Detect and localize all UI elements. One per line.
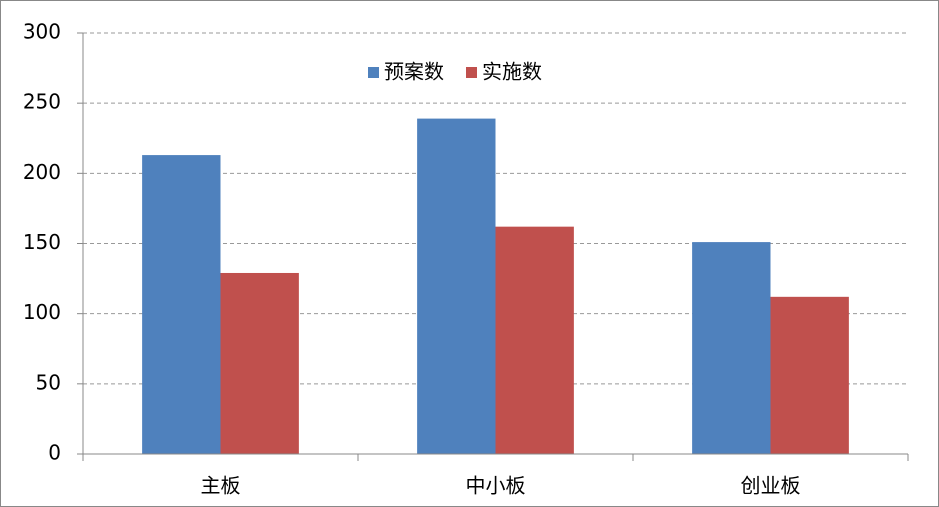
bar	[142, 155, 221, 454]
bar	[770, 296, 849, 454]
x-tick-label: 中小板	[466, 474, 526, 498]
bar	[417, 118, 496, 454]
x-tick-label: 创业板	[741, 474, 801, 498]
bar	[220, 272, 299, 454]
bar	[495, 226, 574, 454]
y-tick-label: 0	[48, 441, 61, 465]
legend-swatch	[466, 67, 477, 78]
y-tick-label: 100	[23, 300, 61, 324]
y-tick-label: 200	[23, 160, 61, 184]
x-tick-label: 主板	[201, 474, 241, 498]
legend-label: 实施数	[482, 60, 542, 84]
y-tick-label: 300	[23, 20, 61, 44]
legend-label: 预案数	[384, 60, 444, 84]
y-tick-label: 50	[36, 370, 61, 394]
legend-swatch	[368, 67, 379, 78]
y-tick-label: 250	[23, 90, 61, 114]
y-tick-label: 150	[23, 230, 61, 254]
bar	[692, 242, 771, 454]
